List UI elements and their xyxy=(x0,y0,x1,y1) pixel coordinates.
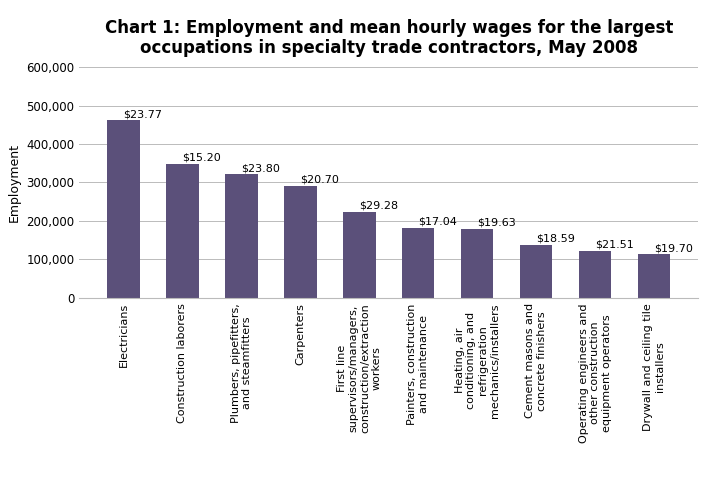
Text: $21.51: $21.51 xyxy=(595,240,634,250)
Bar xyxy=(638,254,670,298)
Bar xyxy=(461,229,493,298)
Y-axis label: Employment: Employment xyxy=(8,143,21,222)
Bar xyxy=(579,251,611,298)
Text: $19.70: $19.70 xyxy=(654,243,693,253)
Bar xyxy=(166,164,199,298)
Bar xyxy=(343,212,376,298)
Text: $19.63: $19.63 xyxy=(477,218,516,228)
Title: Chart 1: Employment and mean hourly wages for the largest
occupations in special: Chart 1: Employment and mean hourly wage… xyxy=(104,19,673,57)
Text: $18.59: $18.59 xyxy=(536,233,575,243)
Text: $15.20: $15.20 xyxy=(182,153,221,162)
Bar xyxy=(520,245,552,298)
Bar xyxy=(402,228,434,298)
Bar xyxy=(284,186,317,298)
Bar xyxy=(107,120,140,298)
Text: $23.77: $23.77 xyxy=(124,109,163,119)
Text: $23.80: $23.80 xyxy=(241,163,280,173)
Text: $17.04: $17.04 xyxy=(418,216,457,227)
Text: $20.70: $20.70 xyxy=(300,175,339,185)
Text: $29.28: $29.28 xyxy=(359,201,398,211)
Bar xyxy=(225,174,258,298)
